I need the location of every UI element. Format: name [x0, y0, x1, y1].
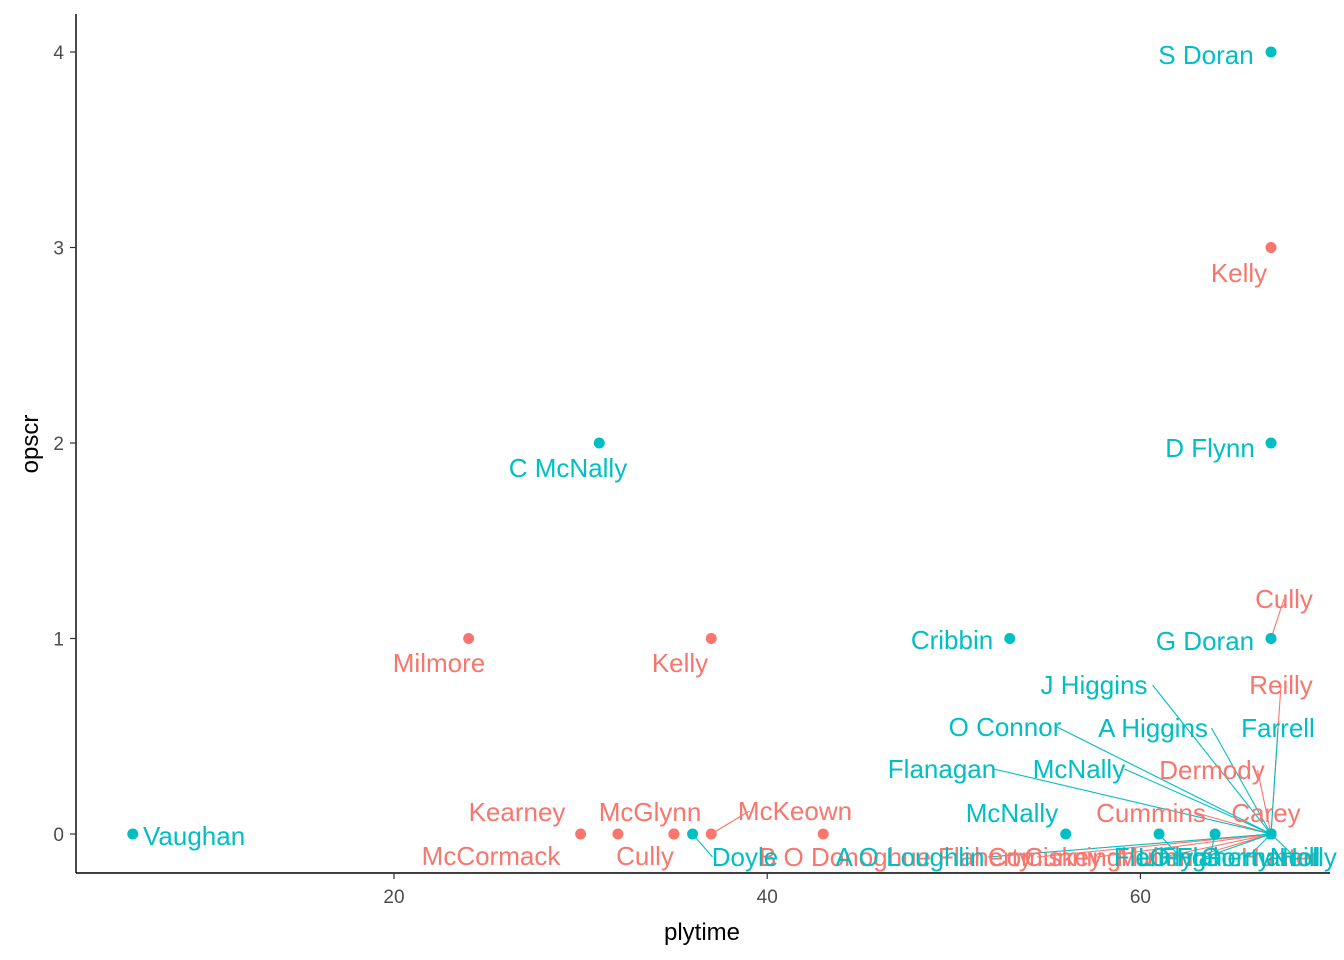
point-label: Farrell	[1241, 713, 1315, 743]
ticks-layer: 20 40 60 0 1 2 3 4	[53, 43, 1151, 908]
label-connector-layer	[692, 598, 1296, 858]
point-label: Hunter	[1241, 842, 1319, 872]
point-label: O Connor	[949, 712, 1062, 742]
point-label: Flanagan	[888, 754, 996, 784]
data-point	[1265, 828, 1277, 840]
point-label: Doyle	[712, 842, 778, 872]
point-label: Cribbin	[911, 625, 993, 655]
point-label: Cully	[1255, 584, 1313, 614]
y-axis-title: opscr	[17, 415, 44, 474]
point-label: Cummins	[1096, 798, 1206, 828]
point-label: D Flynn	[1165, 433, 1255, 463]
data-point	[687, 828, 699, 840]
point-label: C McNally	[509, 453, 627, 483]
point-label: Fleming	[1114, 842, 1206, 872]
point-label: Carey	[1231, 798, 1300, 828]
label-connector-line	[1270, 727, 1279, 835]
data-point	[1265, 242, 1277, 253]
label-connector-line	[1270, 833, 1296, 858]
label-connector-line	[1124, 768, 1272, 835]
point-label: A O Loughlin	[836, 842, 985, 872]
data-point	[668, 828, 680, 840]
data-point	[1209, 828, 1221, 840]
point-label: Reilly	[1249, 670, 1313, 700]
point-label: Mullen	[1117, 842, 1194, 872]
point-label: Gorman	[1201, 842, 1295, 872]
points-layer	[127, 46, 1277, 840]
axes-layer	[75, 14, 1330, 874]
data-point	[705, 633, 717, 644]
data-point	[1265, 437, 1277, 449]
point-label: Flaherty	[938, 842, 1032, 872]
point-label: G Doran	[1156, 626, 1254, 656]
x-tick-label: 20	[383, 887, 404, 908]
y-tick-label: 4	[53, 43, 64, 64]
point-label: McGlynn	[599, 797, 702, 827]
point-label: Vaughan	[143, 821, 245, 851]
point-label: B O Donoghue	[759, 842, 931, 872]
label-connector-line	[1205, 833, 1272, 858]
label-connector-line	[1270, 598, 1285, 639]
data-point	[593, 437, 605, 449]
point-label: L Flynn	[1138, 842, 1222, 872]
point-label: McKeown	[738, 796, 852, 826]
y-tick-label: 3	[53, 239, 64, 260]
point-label: McCormack	[422, 841, 562, 871]
point-labels-layer: Kelly Milmore Kelly Cully Kearney McCormack Mc…	[143, 40, 1337, 872]
point-label: Kearney	[469, 797, 566, 827]
label-connector-line	[1162, 833, 1272, 858]
data-point	[612, 828, 624, 840]
point-label: A Higgins	[1098, 713, 1208, 743]
y-tick-label: 0	[53, 825, 64, 846]
label-connector-line	[1211, 727, 1272, 835]
data-point	[1153, 828, 1165, 840]
label-connector-line	[993, 768, 1272, 835]
data-point	[575, 828, 587, 840]
data-point	[705, 828, 717, 840]
data-point	[1265, 46, 1277, 58]
point-label: J Higgins	[1041, 670, 1148, 700]
data-point	[1004, 633, 1016, 644]
point-label: Kelly	[1211, 258, 1267, 288]
label-connector-line	[1152, 684, 1272, 835]
data-point	[1265, 633, 1277, 644]
point-label: Cully	[616, 841, 674, 871]
y-tick-label: 1	[53, 630, 64, 651]
point-label: McNally	[1033, 754, 1125, 784]
x-axis-title: plytime	[664, 919, 740, 946]
point-label: Neill	[1270, 842, 1321, 872]
point-label: O Flaherty	[1149, 842, 1270, 872]
point-label: Holly	[1279, 842, 1337, 872]
label-connector-line	[1056, 726, 1272, 835]
point-label: McNally	[966, 798, 1058, 828]
point-label: Milmore	[393, 648, 485, 678]
label-connector-line	[1196, 812, 1272, 835]
point-label: Cunningham	[1024, 842, 1171, 872]
point-label: Kelly	[652, 648, 708, 678]
data-point	[817, 828, 829, 840]
label-connector-line	[1193, 833, 1272, 858]
data-point	[127, 828, 139, 840]
x-tick-label: 40	[757, 887, 778, 908]
data-point	[1060, 828, 1072, 840]
label-connector-line	[987, 833, 1272, 858]
label-connector-line	[1256, 769, 1272, 835]
label-connector-line	[1096, 833, 1272, 858]
label-connector-line	[710, 810, 750, 835]
y-tick-label: 2	[53, 434, 64, 455]
label-connector-line	[1036, 833, 1272, 858]
point-label: Dermody	[1159, 755, 1264, 785]
point-label: Comiskey	[988, 842, 1102, 872]
point-label: S Doran	[1158, 40, 1253, 70]
x-tick-label: 60	[1130, 887, 1151, 908]
data-point	[463, 633, 475, 644]
